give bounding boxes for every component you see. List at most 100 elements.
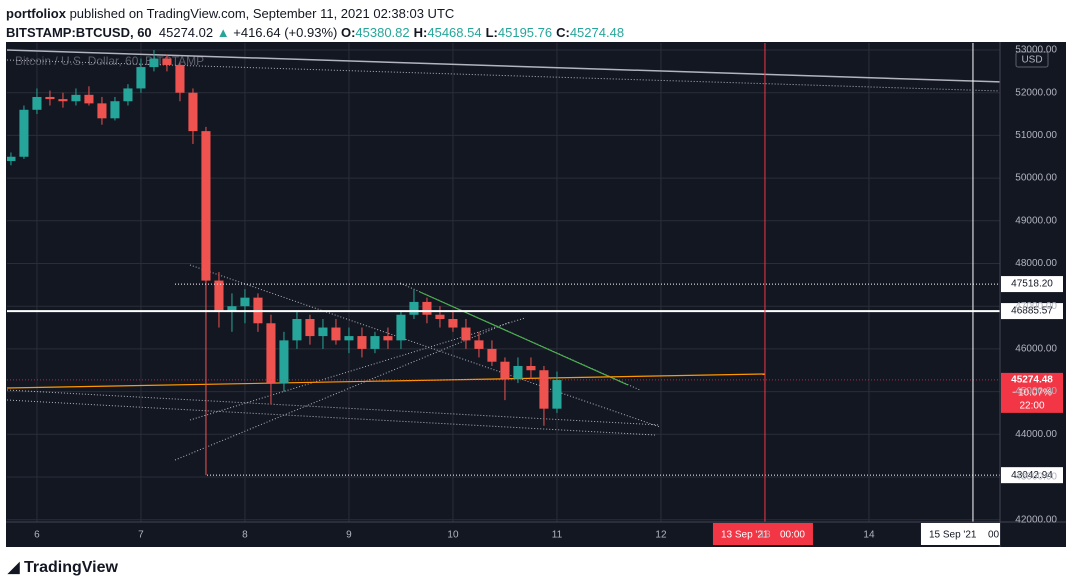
candle-body [526,365,536,371]
author[interactable]: portfoliox [6,6,66,21]
x-tick-label: 12 [655,530,667,541]
trend-line [7,399,656,436]
currency: USD [1021,55,1042,66]
ohlc-value: 45274.48 [569,25,625,40]
y-tick-label: 50000.00 [1015,173,1057,184]
logo-icon: ◢ [8,559,20,576]
candle-body [552,379,562,409]
published: published on TradingView.com, September … [69,6,455,21]
candle-body [71,94,81,102]
chart: Bitcoin / U.S. Dollar, 60, BITSTAMP USD … [6,42,1066,547]
candle-body [539,370,549,409]
y-tick-label: 51000.00 [1015,130,1057,141]
trend-line [7,389,661,426]
candle-body [292,319,302,341]
trend-line [174,321,511,461]
chart-background [6,42,1066,547]
candle-body [435,314,445,320]
candle-body [58,99,68,102]
candle-body [305,319,315,337]
candle-body [123,88,133,102]
price-tag-label: 46885.57 [1011,306,1053,317]
time-tag-date: 15 Sep '21 [929,530,977,541]
candle-body [461,327,471,341]
brand[interactable]: TradingView [24,559,118,576]
y-tick-label: 44000.00 [1015,429,1057,440]
ohlc-label: L: [485,25,498,40]
x-tick-label: 8 [242,530,248,541]
y-tick-label: 52000.00 [1015,87,1057,98]
time-tag-time: 00:00 [780,530,805,541]
trend-line [419,291,629,386]
ohlc: O:45380.82 H:45468.54 L:45195.76 C:45274.48 [341,25,628,40]
time-tag-box [920,523,1000,545]
header: portfoliox published on TradingView.com,… [6,4,628,42]
y-tick-label: 45000.00 [1015,386,1057,397]
time-tag-date: 13 Sep '21 [721,530,769,541]
candle-body [396,314,406,341]
price-tag [1001,276,1063,293]
candle-body [474,340,484,349]
time-tag-box [712,523,813,545]
y-tick-label: 53000.00 [1015,45,1057,56]
x-tick-label: 14 [863,530,875,541]
candle-body [487,348,497,362]
last: 45274.02 [158,25,214,40]
trend-line [7,373,766,389]
candle-body [344,336,354,341]
candle-body [357,336,367,349]
y-tick-label: 49000.00 [1015,215,1057,226]
ohlc-label: H: [413,25,428,40]
price-tag [1001,467,1063,484]
candle-body [448,319,458,328]
candle-body [45,96,55,100]
change: +416.64 (+0.93%) [233,25,338,40]
x-tick-label: 9 [346,530,352,541]
candle-body [110,101,120,119]
footer: ◢ TradingView [8,558,118,577]
candle-body [175,64,185,93]
trend-line [7,49,1000,83]
x-tick-label: 13 [759,530,771,541]
symbol-line: BITSTAMP:BTCUSD, 60 45274.02 ▲ +416.64 (… [6,23,628,42]
candle-body [331,327,341,341]
up-arrow: ▲ [216,25,230,40]
candle-body [188,92,198,132]
candle-body [513,365,523,379]
trend-line [7,59,1000,92]
symbol: BITSTAMP:BTCUSD, 60 [6,25,152,40]
candle-body [32,96,42,110]
ohlc-label: C: [556,25,570,40]
y-tick-label: 43000.00 [1015,472,1057,483]
ohlc-value: 45380.82 [355,25,410,40]
candle-body [422,301,432,315]
y-tick-label: 47000.00 [1015,301,1057,312]
candle-body [409,301,419,315]
candle-body [7,156,16,162]
countdown: 22:00 [1019,401,1044,412]
price-tag-label: 47518.20 [1011,279,1053,290]
x-tick-label: 6 [34,530,40,541]
last-price-label: 45274.48 [1011,375,1053,386]
last-price-change: −10.07% [1012,388,1052,399]
candle-body [383,336,393,341]
x-tick-label: 11 [552,530,563,541]
candle-body [201,131,211,281]
currency-box[interactable] [1015,51,1049,68]
last-price-tag [1001,372,1063,413]
ohlc-value: 45468.54 [427,25,482,40]
candle-body [97,103,107,119]
candle-body [500,361,510,379]
price-tag-label: 43042.94 [1011,470,1053,481]
ohlc-label: O: [340,25,356,40]
x-tick-label: 7 [138,530,144,541]
candle-body [149,58,159,68]
candle-body [136,67,146,89]
candle-body [227,306,237,311]
candle-body [318,327,328,337]
candle-body [19,109,29,157]
candle-body [279,340,289,384]
candle-body [266,323,276,384]
time-tag-time: 00:00 [988,530,1013,541]
